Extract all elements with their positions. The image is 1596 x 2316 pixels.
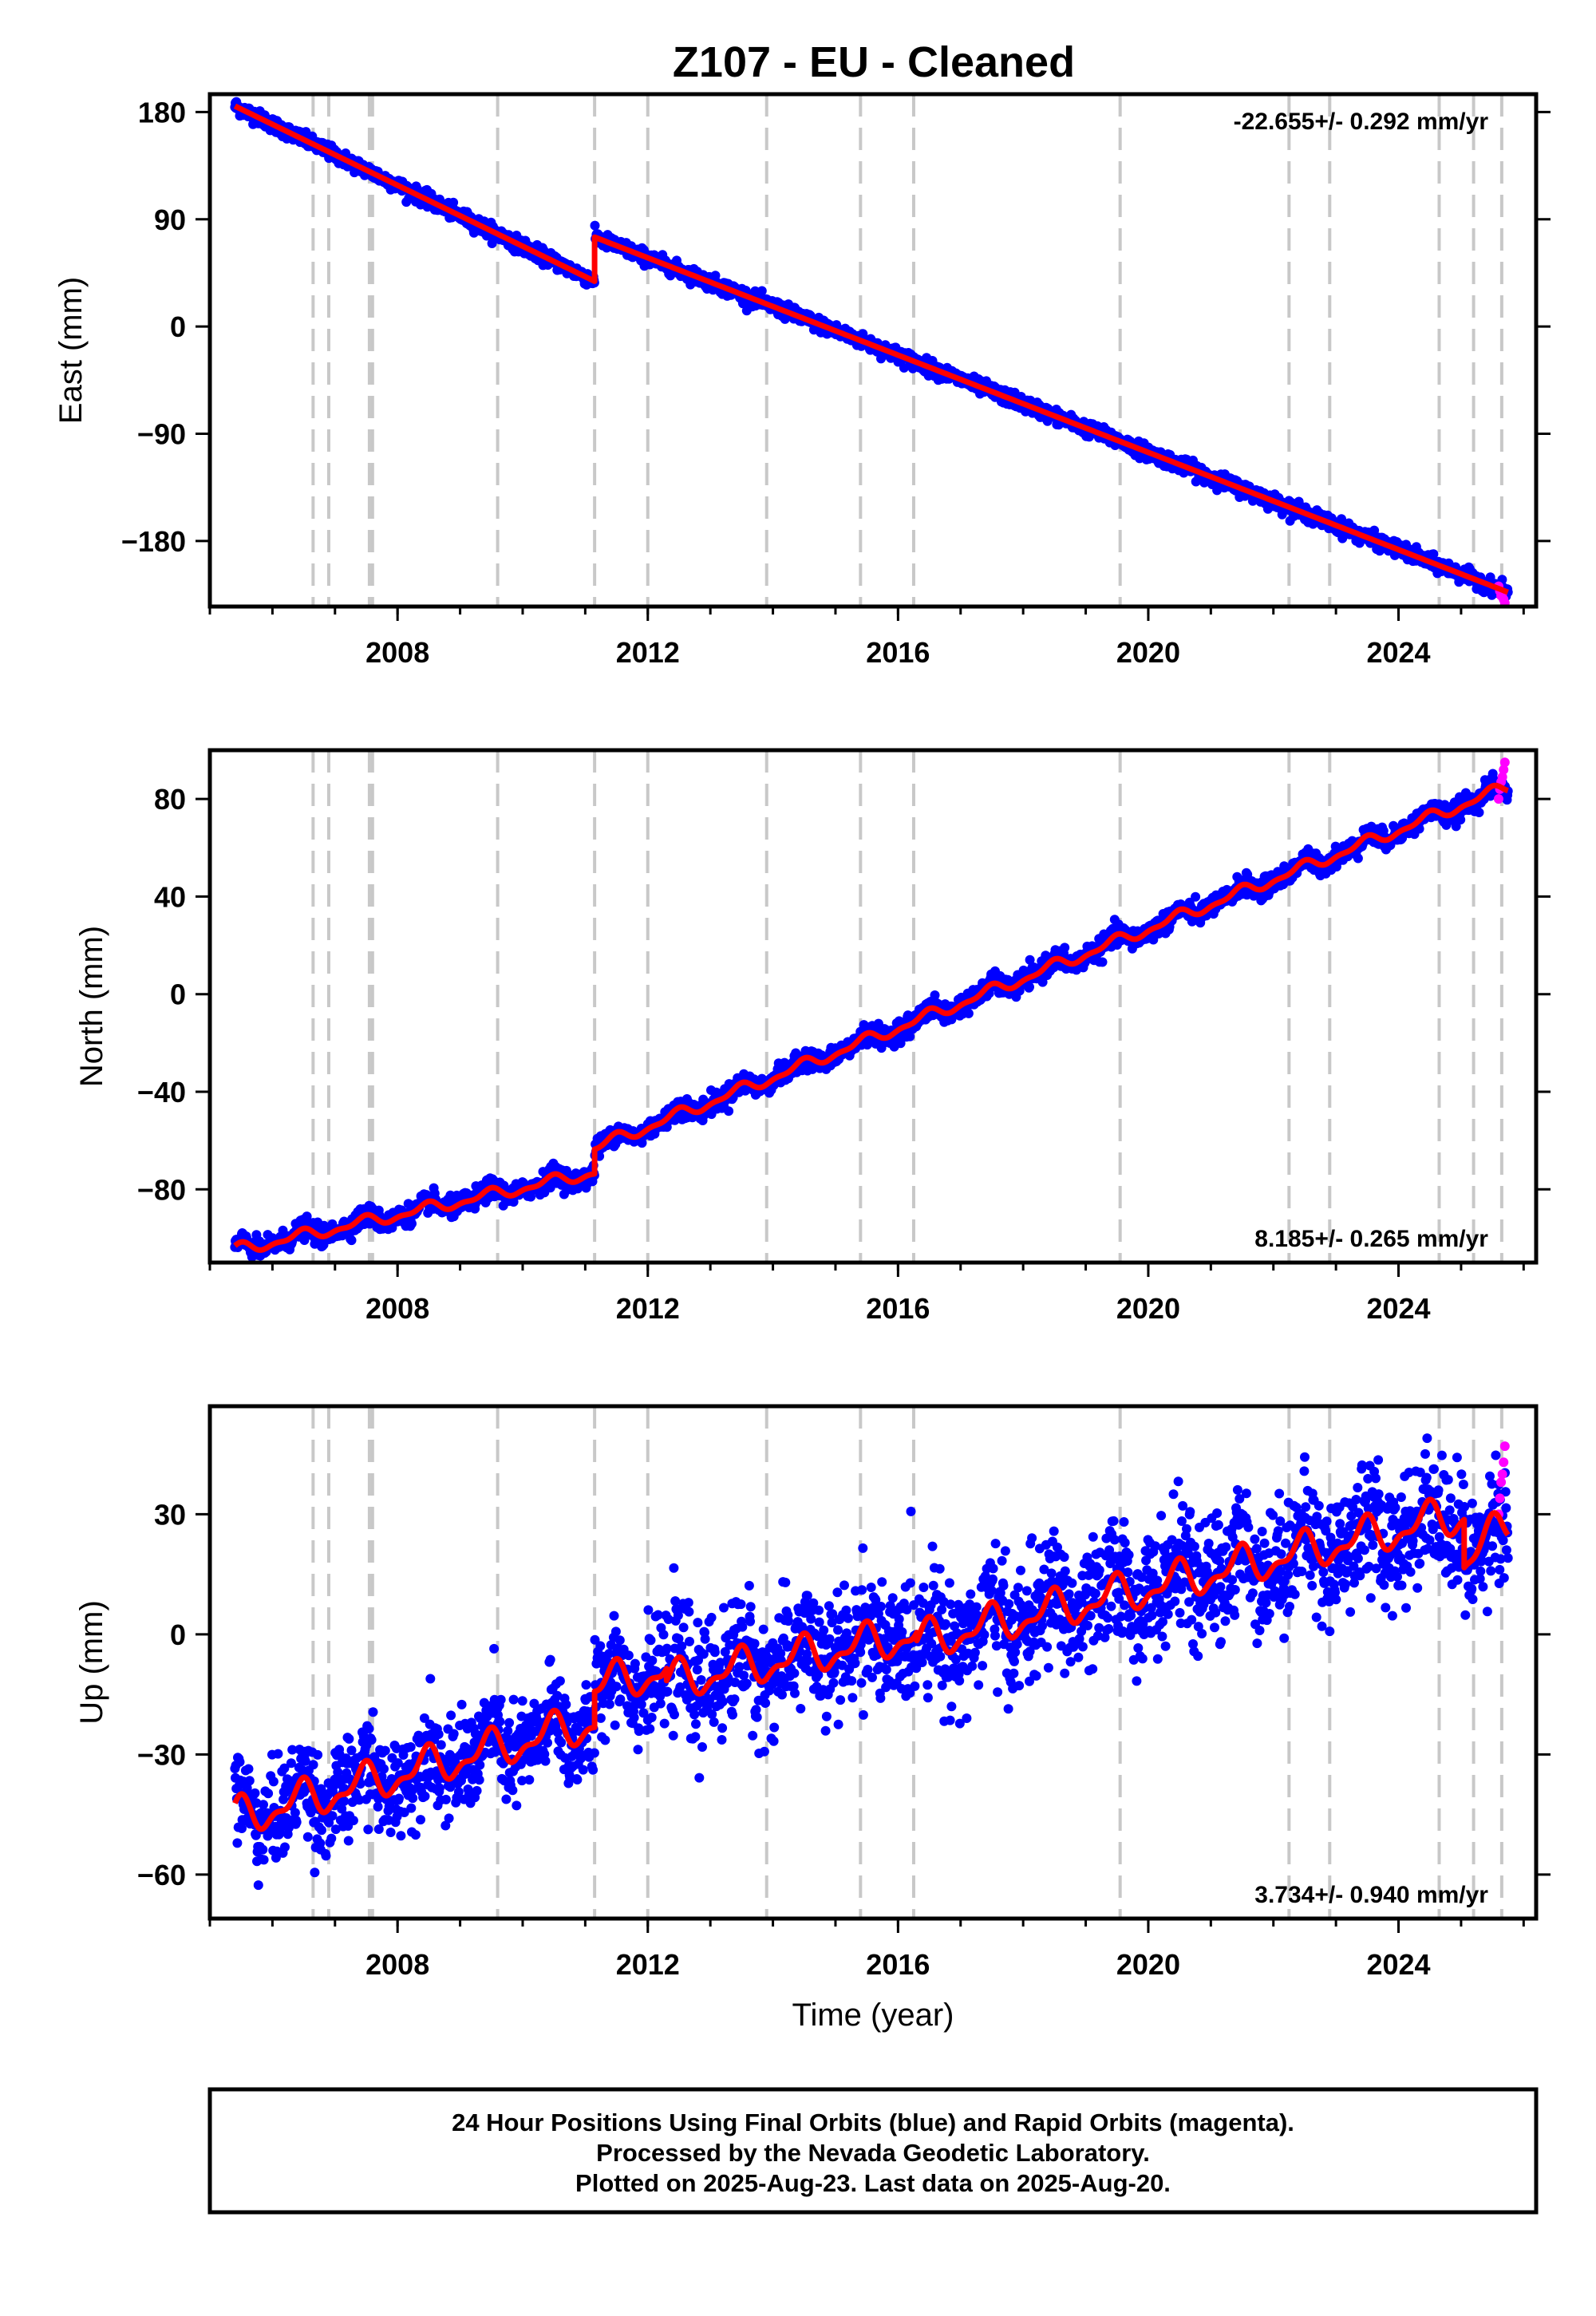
east-frame	[207, 92, 1539, 609]
north-point	[1025, 982, 1034, 992]
north-point	[1097, 957, 1108, 967]
north-point	[930, 990, 940, 1000]
east-model-line	[233, 103, 1510, 595]
north-point	[407, 1219, 417, 1229]
east-y-tick-label: 90	[154, 204, 186, 236]
north-point	[346, 1235, 357, 1246]
east-x-tick-label: 2008	[365, 636, 429, 669]
east-point	[1428, 549, 1439, 559]
east-x-tick-label: 2020	[1116, 636, 1180, 669]
north-point	[1060, 943, 1070, 953]
east-point	[590, 220, 600, 231]
north-point	[1353, 853, 1363, 864]
chart-title: Z107 - EU - Cleaned	[673, 38, 1075, 86]
north-point	[1191, 891, 1201, 902]
north-point	[905, 1031, 915, 1041]
east-x-tick-label: 2012	[616, 636, 680, 669]
north-point	[963, 1008, 974, 1018]
east-rate-text: -22.655+/- 0.292 mm/yr	[1234, 109, 1489, 135]
east-point	[757, 286, 767, 296]
east-final-points	[230, 97, 1513, 602]
east-point	[1369, 525, 1380, 536]
east-rapid-point	[1499, 598, 1510, 607]
east-y-tick-label: −90	[137, 418, 186, 451]
east-y-tick-label: −180	[121, 525, 186, 558]
east-x-tick-label: 2016	[866, 636, 930, 669]
north-point	[662, 1122, 672, 1132]
north-point	[724, 1106, 734, 1117]
north-plot-area	[230, 750, 1513, 1263]
east-x-tick-label: 2024	[1366, 636, 1430, 669]
north-final-points	[230, 769, 1513, 1262]
east-y-tick-label: 0	[170, 310, 186, 343]
east-point	[448, 197, 459, 207]
east-y-tick-label: 180	[138, 96, 186, 128]
east-y-axis-label: East (mm)	[53, 277, 89, 424]
east-panel: 2008 2012 2016 2020 2024 180 90 0 −90 −180 East (m…	[53, 92, 1551, 669]
north-point	[670, 1115, 680, 1125]
east-plot-area	[230, 94, 1513, 607]
